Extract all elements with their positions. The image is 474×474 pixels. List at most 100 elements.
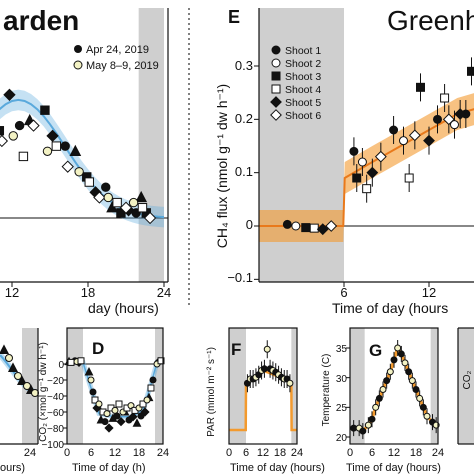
garden-point [137,203,148,213]
panel-g-xtick-12: 12 [388,447,400,459]
panel-g-point [405,368,413,376]
panel-d-point [132,418,142,427]
garden-point [0,134,9,148]
panel-g-ytick-25: 25 [336,403,348,414]
panel-e-letter: E [228,7,240,27]
garden-point [128,197,139,208]
panel-e-point [404,173,414,183]
panel-e-legend-label-1: Shoot 1 [285,45,321,57]
garden-legend-label-1: Apr 24, 2019 [86,44,149,56]
panel-e-legend-label-3: Shoot 3 [285,71,321,83]
garden-point [61,160,74,173]
panel-g-point [416,394,424,402]
garden-point [40,105,50,115]
panel-g-night-shade [430,328,438,444]
panel-d-night-shade [155,328,163,444]
panel-d-ytick-neg80: −80 [47,424,64,435]
panel-d-point [139,400,147,408]
panel-d-point [77,357,85,365]
panel-e-legend-marker [271,71,281,81]
panel-g-point [379,386,387,394]
panel-e-point [408,129,421,142]
panel-d-point [116,416,126,427]
panel-d-point [128,412,138,422]
partial-point [0,344,10,354]
partial-xlabel: ours) [0,462,25,474]
panel-e-point [423,134,435,147]
panel-e-title: Greenh [387,5,474,36]
panel-e-point [349,146,359,156]
panel-f-night-shade [229,328,246,444]
panel-g-point [401,359,409,367]
panel-f-xtick-0: 0 [226,447,232,459]
panel-d-xtick-6: 6 [88,447,94,459]
partial-xtick-24: 24 [24,447,36,459]
panel-e-point [440,93,450,103]
panel-e-point [467,66,474,76]
panel-g-point [368,415,376,423]
partial-point [7,362,19,372]
panel-f-point [260,365,268,373]
panel-g-ytick-35: 35 [336,344,348,355]
panel-e-legend-label-5: Shoot 5 [285,97,321,109]
garden-point [103,192,113,203]
panel-e-point [433,114,442,124]
panel-d-point [87,376,95,384]
panel-g-point [390,356,398,364]
panel-g-xtick-6: 6 [369,447,375,459]
panel-d-ytick-neg60: −60 [47,408,64,419]
panel-d-ylabel: CO₂ (×mol g⁻¹ dw h⁻¹) [38,342,49,442]
partial-plot [0,328,39,445]
panel-g-point [423,412,431,420]
panel-e-point [416,82,425,92]
panel-g-point [419,403,427,411]
garden-xlabel: day (hours) [88,300,159,316]
panel-e-xlabel: Time of day (hours [332,300,448,316]
panel-d-xlabel: Time of day (h) [72,462,146,474]
partial-point [5,354,13,362]
panel-e-point [399,136,408,146]
panel-f-night-shade [291,328,297,444]
panel-g-point [386,368,394,376]
panel-g-ytick-20: 20 [336,433,348,444]
panel-d-ytick-neg100: −100 [41,440,64,451]
panel-e-point [325,220,338,232]
panel-d-letter: D [92,339,104,358]
garden-xtick-12: 12 [5,285,19,300]
panel-d-point [67,358,75,366]
panel-e-point [442,113,455,126]
panel-d-point [113,412,121,420]
panel-g-ylabel: Temperature (C) [321,354,332,427]
garden-point [51,141,62,151]
panel-f-xtick-12: 12 [257,447,269,459]
panel-h-night-shade [458,328,474,444]
partial-point [14,372,22,380]
panel-f-point [286,379,294,387]
panel-g-point [412,386,420,394]
panel-g-night-shade [350,328,365,444]
panel-e-legend-label-6: Shoot 6 [285,110,321,122]
garden-title: arden [3,5,79,36]
panel-e-ytick-0.2: 0.2 [235,111,253,126]
panel-e-point [450,120,459,130]
garden-xtick-18: 18 [81,285,95,300]
partial-point [16,375,28,385]
garden-point [112,197,122,208]
panel-d-xtick-0: 0 [64,447,70,459]
panel-h-plot [457,327,474,445]
garden-point [69,144,82,156]
panel-f-letter: F [231,340,241,359]
panel-d-night-shade [67,328,83,444]
panel-d-point [91,396,99,404]
panel-d-ytick-neg20: −20 [47,376,64,387]
panel-g-plot [346,327,440,445]
panel-h-ylabel: CO₂ [462,370,473,389]
panel-e-ytick-0.3: 0.3 [235,58,253,73]
panel-g-xlabel: Time of day (hours) [346,462,441,474]
panel-e-legend-label-4: Shoot 4 [285,84,321,96]
panel-g-xtick-18: 18 [410,447,422,459]
garden-point [135,190,148,203]
panel-f-frame [228,327,298,445]
panel-d-point [149,376,157,384]
garden-point [60,141,70,151]
